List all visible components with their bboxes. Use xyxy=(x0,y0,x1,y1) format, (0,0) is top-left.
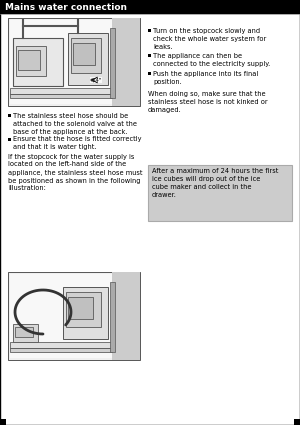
Bar xyxy=(148,165,292,221)
Bar xyxy=(68,297,93,319)
Text: Ensure that the hose is fitted correctly
and that it is water tight.: Ensure that the hose is fitted correctly… xyxy=(13,136,142,150)
Bar xyxy=(10,20,112,104)
Text: If the stopcock for the water supply is
located on the left-hand side of the
app: If the stopcock for the water supply is … xyxy=(8,153,142,192)
Bar xyxy=(13,324,38,342)
Text: When doing so, make sure that the
stainless steel hose is not kinked or
damaged.: When doing so, make sure that the stainl… xyxy=(148,91,268,113)
Bar xyxy=(10,94,112,98)
Bar xyxy=(63,287,108,339)
Bar xyxy=(148,54,151,57)
Bar xyxy=(15,327,33,337)
Bar xyxy=(16,46,46,76)
Bar xyxy=(10,88,112,94)
Text: The stainless steel hose should be
attached to the solenoid valve at the
base of: The stainless steel hose should be attac… xyxy=(13,113,137,135)
Text: 3/4": 3/4" xyxy=(90,77,102,82)
Bar xyxy=(112,18,140,106)
Bar xyxy=(66,292,101,327)
Bar xyxy=(0,0,300,14)
Bar xyxy=(148,71,151,74)
Text: The appliance can then be
connected to the electricity supply.: The appliance can then be connected to t… xyxy=(153,53,270,66)
Bar xyxy=(10,342,112,348)
Bar xyxy=(8,272,140,360)
Bar xyxy=(8,138,11,141)
Text: Push the appliance into its final
position.: Push the appliance into its final positi… xyxy=(153,71,258,85)
Bar xyxy=(110,28,115,98)
Bar xyxy=(8,18,140,106)
Bar xyxy=(73,43,95,65)
Bar xyxy=(110,282,115,352)
Bar xyxy=(148,29,151,32)
Bar xyxy=(294,419,300,425)
Text: After a maximum of 24 hours the first
ice cubes will drop out of the ice
cube ma: After a maximum of 24 hours the first ic… xyxy=(152,168,278,198)
Bar xyxy=(112,272,140,360)
Text: Mains water connection: Mains water connection xyxy=(5,3,127,11)
Bar xyxy=(0,419,6,425)
Text: Turn on the stopcock slowly and
check the whole water system for
leaks.: Turn on the stopcock slowly and check th… xyxy=(153,28,266,50)
Bar xyxy=(10,348,112,352)
Bar xyxy=(68,33,108,85)
Bar xyxy=(10,274,112,358)
Bar xyxy=(13,38,63,86)
Bar xyxy=(71,38,101,73)
Bar xyxy=(8,114,11,117)
Bar xyxy=(18,50,40,70)
